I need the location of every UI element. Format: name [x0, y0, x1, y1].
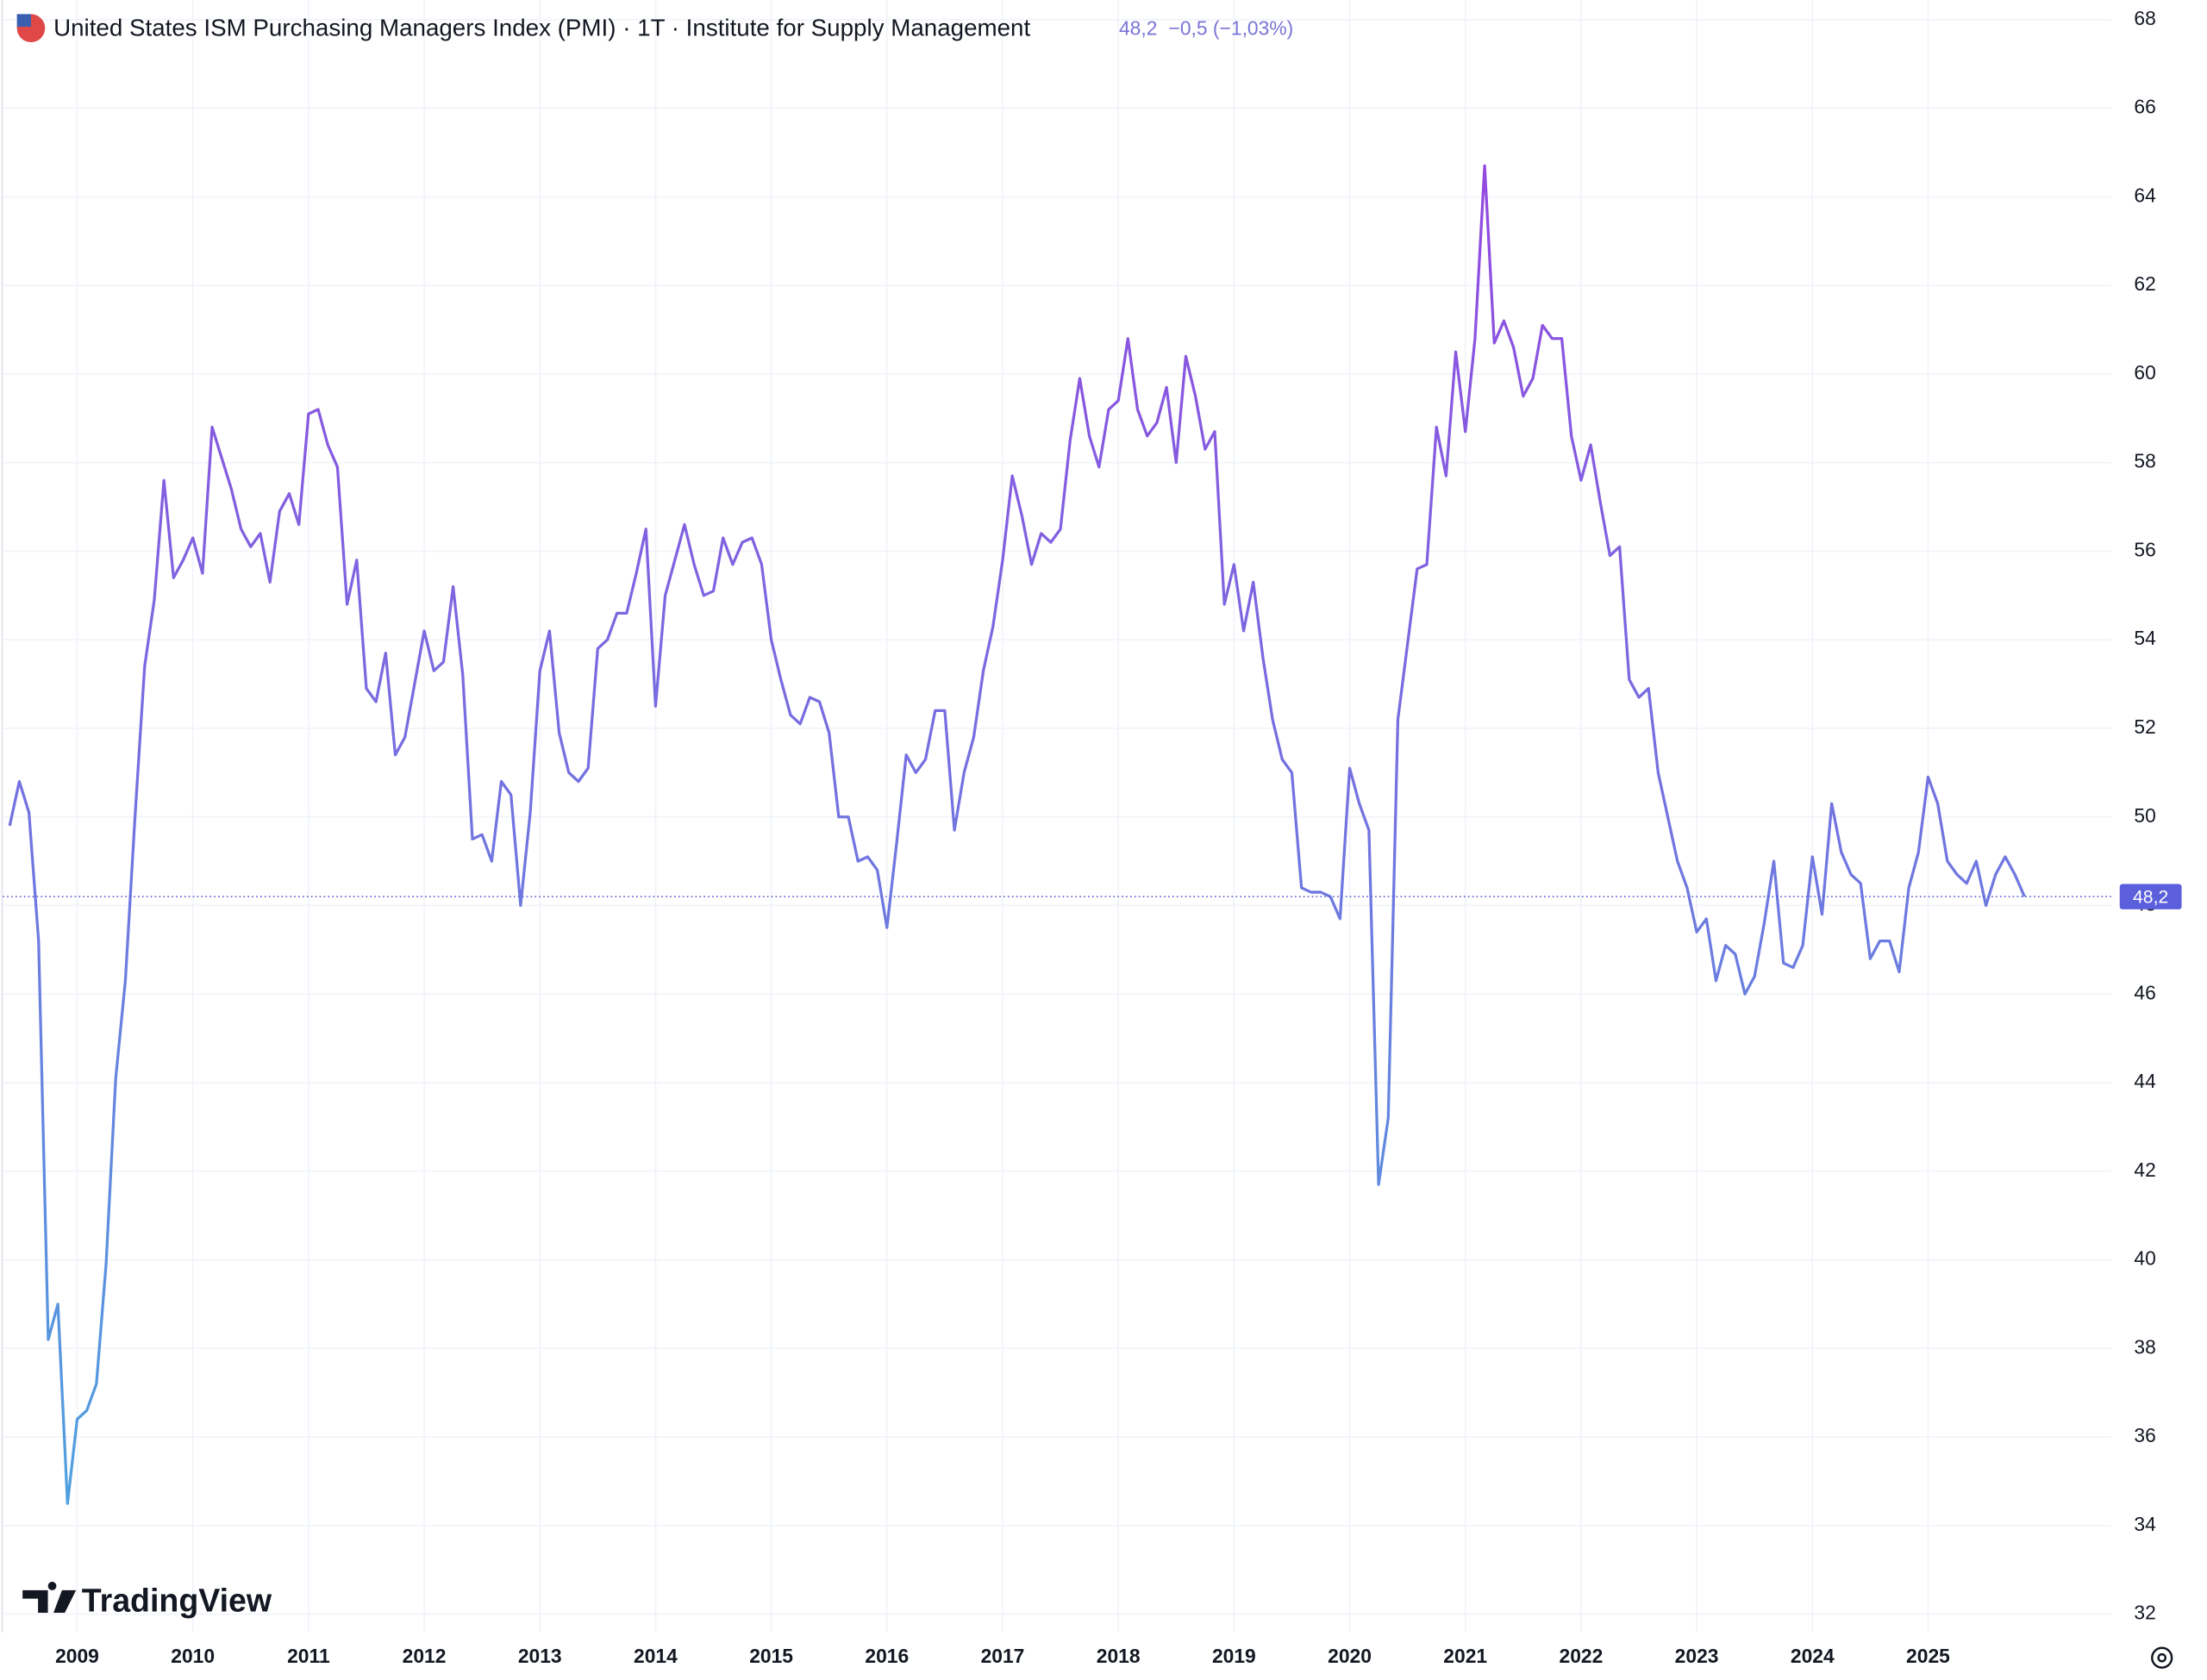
- y-tick-label: 58: [2134, 450, 2155, 472]
- y-tick-label: 32: [2134, 1602, 2155, 1624]
- x-tick-label: 2013: [518, 1645, 562, 1667]
- flag-canton: [16, 14, 31, 28]
- last-value: 48,2: [1119, 16, 1157, 39]
- x-tick-label: 2017: [981, 1645, 1025, 1667]
- y-tick-label: 38: [2134, 1335, 2155, 1358]
- y-tick-label: 50: [2134, 804, 2155, 827]
- header: United States ISM Purchasing Managers In…: [16, 14, 1293, 42]
- last-value-badge-label: 48,2: [2133, 887, 2168, 907]
- brand-name: TradingView: [82, 1582, 272, 1618]
- x-tick-label: 2011: [287, 1645, 330, 1667]
- plot: 48,2: [3, 164, 2182, 1505]
- y-tick-label: 42: [2134, 1159, 2155, 1181]
- gear[interactable]: [2151, 1646, 2173, 1669]
- x-tick-label: 2021: [1443, 1645, 1487, 1667]
- x-tick-label: 2020: [1328, 1645, 1372, 1667]
- y-tick-label: 56: [2134, 538, 2155, 560]
- y-tick-label: 68: [2134, 7, 2155, 29]
- x-tick-label: 2010: [171, 1645, 215, 1667]
- brand-logo: TradingView: [22, 1582, 272, 1618]
- x-tick-label: 2024: [1791, 1645, 1835, 1667]
- y-tick-label: 54: [2134, 627, 2156, 649]
- y-tick-label: 36: [2134, 1424, 2155, 1446]
- y-tick-label: 60: [2134, 361, 2155, 384]
- chart-title: United States ISM Purchasing Managers In…: [53, 15, 1030, 41]
- settings-icon[interactable]: [2151, 1646, 2173, 1669]
- x-tick-label: 2009: [55, 1645, 99, 1667]
- x-tick-label: 2025: [1906, 1645, 1950, 1667]
- y-tick-label: 34: [2134, 1513, 2156, 1535]
- x-tick-label: 2023: [1675, 1645, 1719, 1667]
- last-value-badge: [2119, 884, 2182, 909]
- x-tick-label: 2014: [634, 1645, 678, 1667]
- y-tick-label: 40: [2134, 1247, 2155, 1270]
- x-tick-label: 2019: [1212, 1645, 1256, 1667]
- y-tick-label: 66: [2134, 96, 2155, 118]
- y-tick-label: 64: [2134, 184, 2156, 206]
- logo-icon: [22, 1582, 77, 1613]
- grid: 3234363840424446485052545658606264666820…: [3, 0, 2156, 1667]
- x-tick-label: 2012: [403, 1645, 447, 1667]
- x-tick-label: 2022: [1560, 1645, 1604, 1667]
- y-tick-label: 62: [2134, 272, 2155, 295]
- x-tick-label: 2016: [865, 1645, 909, 1667]
- y-tick-label: 46: [2134, 981, 2155, 1003]
- x-tick-label: 2015: [749, 1645, 793, 1667]
- change: −0,5 (−1,03%): [1168, 16, 1293, 39]
- x-tick-label: 2018: [1097, 1645, 1141, 1667]
- gear-center[interactable]: [2157, 1652, 2167, 1663]
- y-tick-label: 52: [2134, 715, 2155, 738]
- y-tick-label: 44: [2134, 1070, 2156, 1092]
- line-series: [8, 164, 2026, 1505]
